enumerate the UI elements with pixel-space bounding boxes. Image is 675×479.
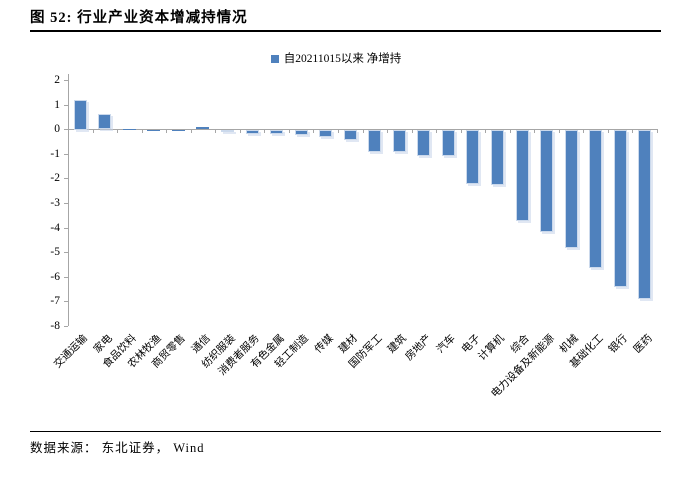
y-axis-tick (64, 252, 68, 253)
y-axis-tick-label: -8 (50, 320, 60, 332)
y-axis-tick-label: 0 (54, 123, 60, 135)
x-axis-tick (338, 129, 339, 133)
x-axis-tick (608, 129, 609, 133)
bar-医药 (638, 130, 651, 299)
bar-房地产 (417, 130, 430, 156)
x-axis-tick (264, 129, 265, 133)
title-divider (30, 30, 661, 32)
x-axis-tick (632, 129, 633, 133)
industry-capital-bar-chart: 自20211015以来 净增持 2 1 0 -1 -2 -3 -4 -5 -6 -7 -8 交通运输家… (26, 42, 662, 424)
bar-电子 (466, 130, 479, 184)
bar-建筑 (393, 130, 406, 152)
y-axis-tick (64, 105, 68, 106)
bar-国防军工 (368, 130, 381, 152)
bar-家电 (98, 114, 111, 129)
y-axis-tick-label: -1 (50, 148, 60, 160)
bar-交通运输 (74, 100, 87, 130)
y-axis-tick-label: 1 (54, 99, 60, 111)
bar-轻工制造 (295, 130, 308, 135)
bar-计算机 (491, 130, 504, 185)
figure-title: 图 52: 行业产业资本增减持情况 (30, 10, 248, 26)
y-axis-tick-label: 2 (54, 74, 60, 86)
y-axis-tick-label: -3 (50, 197, 60, 209)
y-axis-tick (64, 80, 68, 81)
x-axis-tick (142, 129, 143, 133)
y-axis-tick (64, 277, 68, 278)
bar-消费者服务 (246, 130, 259, 134)
y-axis-tick (64, 301, 68, 302)
x-axis-tick (289, 129, 290, 133)
x-axis-tick (657, 129, 658, 133)
y-axis-tick-label: -5 (50, 246, 60, 258)
x-axis-tick (534, 129, 535, 133)
y-axis-tick-label: -7 (50, 295, 60, 307)
bar-农林牧渔 (147, 130, 160, 131)
bar-机械 (565, 130, 578, 248)
x-axis-tick (461, 129, 462, 133)
x-axis-tick (363, 129, 364, 133)
x-axis-tick (215, 129, 216, 133)
x-axis-tick (559, 129, 560, 133)
y-axis-tick (64, 326, 68, 327)
bar-有色金属 (270, 130, 283, 134)
x-axis-tick (68, 129, 69, 133)
y-axis-tick-label: -2 (50, 172, 60, 184)
y-axis-tick (64, 203, 68, 204)
y-axis-tick (64, 129, 68, 130)
x-axis-tick (191, 129, 192, 133)
legend-marker-icon (270, 55, 279, 63)
x-axis-tick (240, 129, 241, 133)
y-axis-tick-label: -4 (50, 222, 60, 234)
bar-纺织服装 (221, 130, 234, 132)
x-axis-tick (93, 129, 94, 133)
x-axis-line (68, 129, 657, 130)
bar-通信 (196, 127, 209, 129)
x-axis-tick (387, 129, 388, 133)
data-source: 数据来源： 东北证券， Wind (30, 441, 205, 455)
bar-建材 (344, 130, 357, 140)
bar-食品饮料 (123, 129, 136, 130)
y-axis-tick (64, 178, 68, 179)
y-axis-tick (64, 154, 68, 155)
x-axis-tick (117, 129, 118, 133)
bar-商贸零售 (172, 130, 185, 131)
x-axis-tick (166, 129, 167, 133)
bar-基础化工 (589, 130, 602, 268)
x-axis-tick (436, 129, 437, 133)
chart-legend: 自20211015以来 净增持 (26, 50, 646, 66)
bar-汽车 (442, 130, 455, 156)
x-axis-tick (510, 129, 511, 133)
bar-综合 (516, 130, 529, 221)
y-axis-tick (64, 228, 68, 229)
y-axis-line (68, 74, 69, 326)
x-axis-tick (313, 129, 314, 133)
x-axis-tick (412, 129, 413, 133)
x-axis-tick (583, 129, 584, 133)
bar-电力设备及新能源 (540, 130, 553, 232)
footer-divider (30, 431, 661, 432)
plot-area: 2 1 0 -1 -2 -3 -4 -5 -6 -7 -8 交通运输 家电 食品饮料 农林牧渔 商贸零售 通信纺… (26, 42, 662, 424)
y-axis-tick-label: -6 (50, 271, 60, 283)
legend-label: 自20211015以来 净增持 (283, 53, 402, 65)
x-axis-tick (485, 129, 486, 133)
bar-传媒 (319, 130, 332, 137)
bar-银行 (614, 130, 627, 287)
